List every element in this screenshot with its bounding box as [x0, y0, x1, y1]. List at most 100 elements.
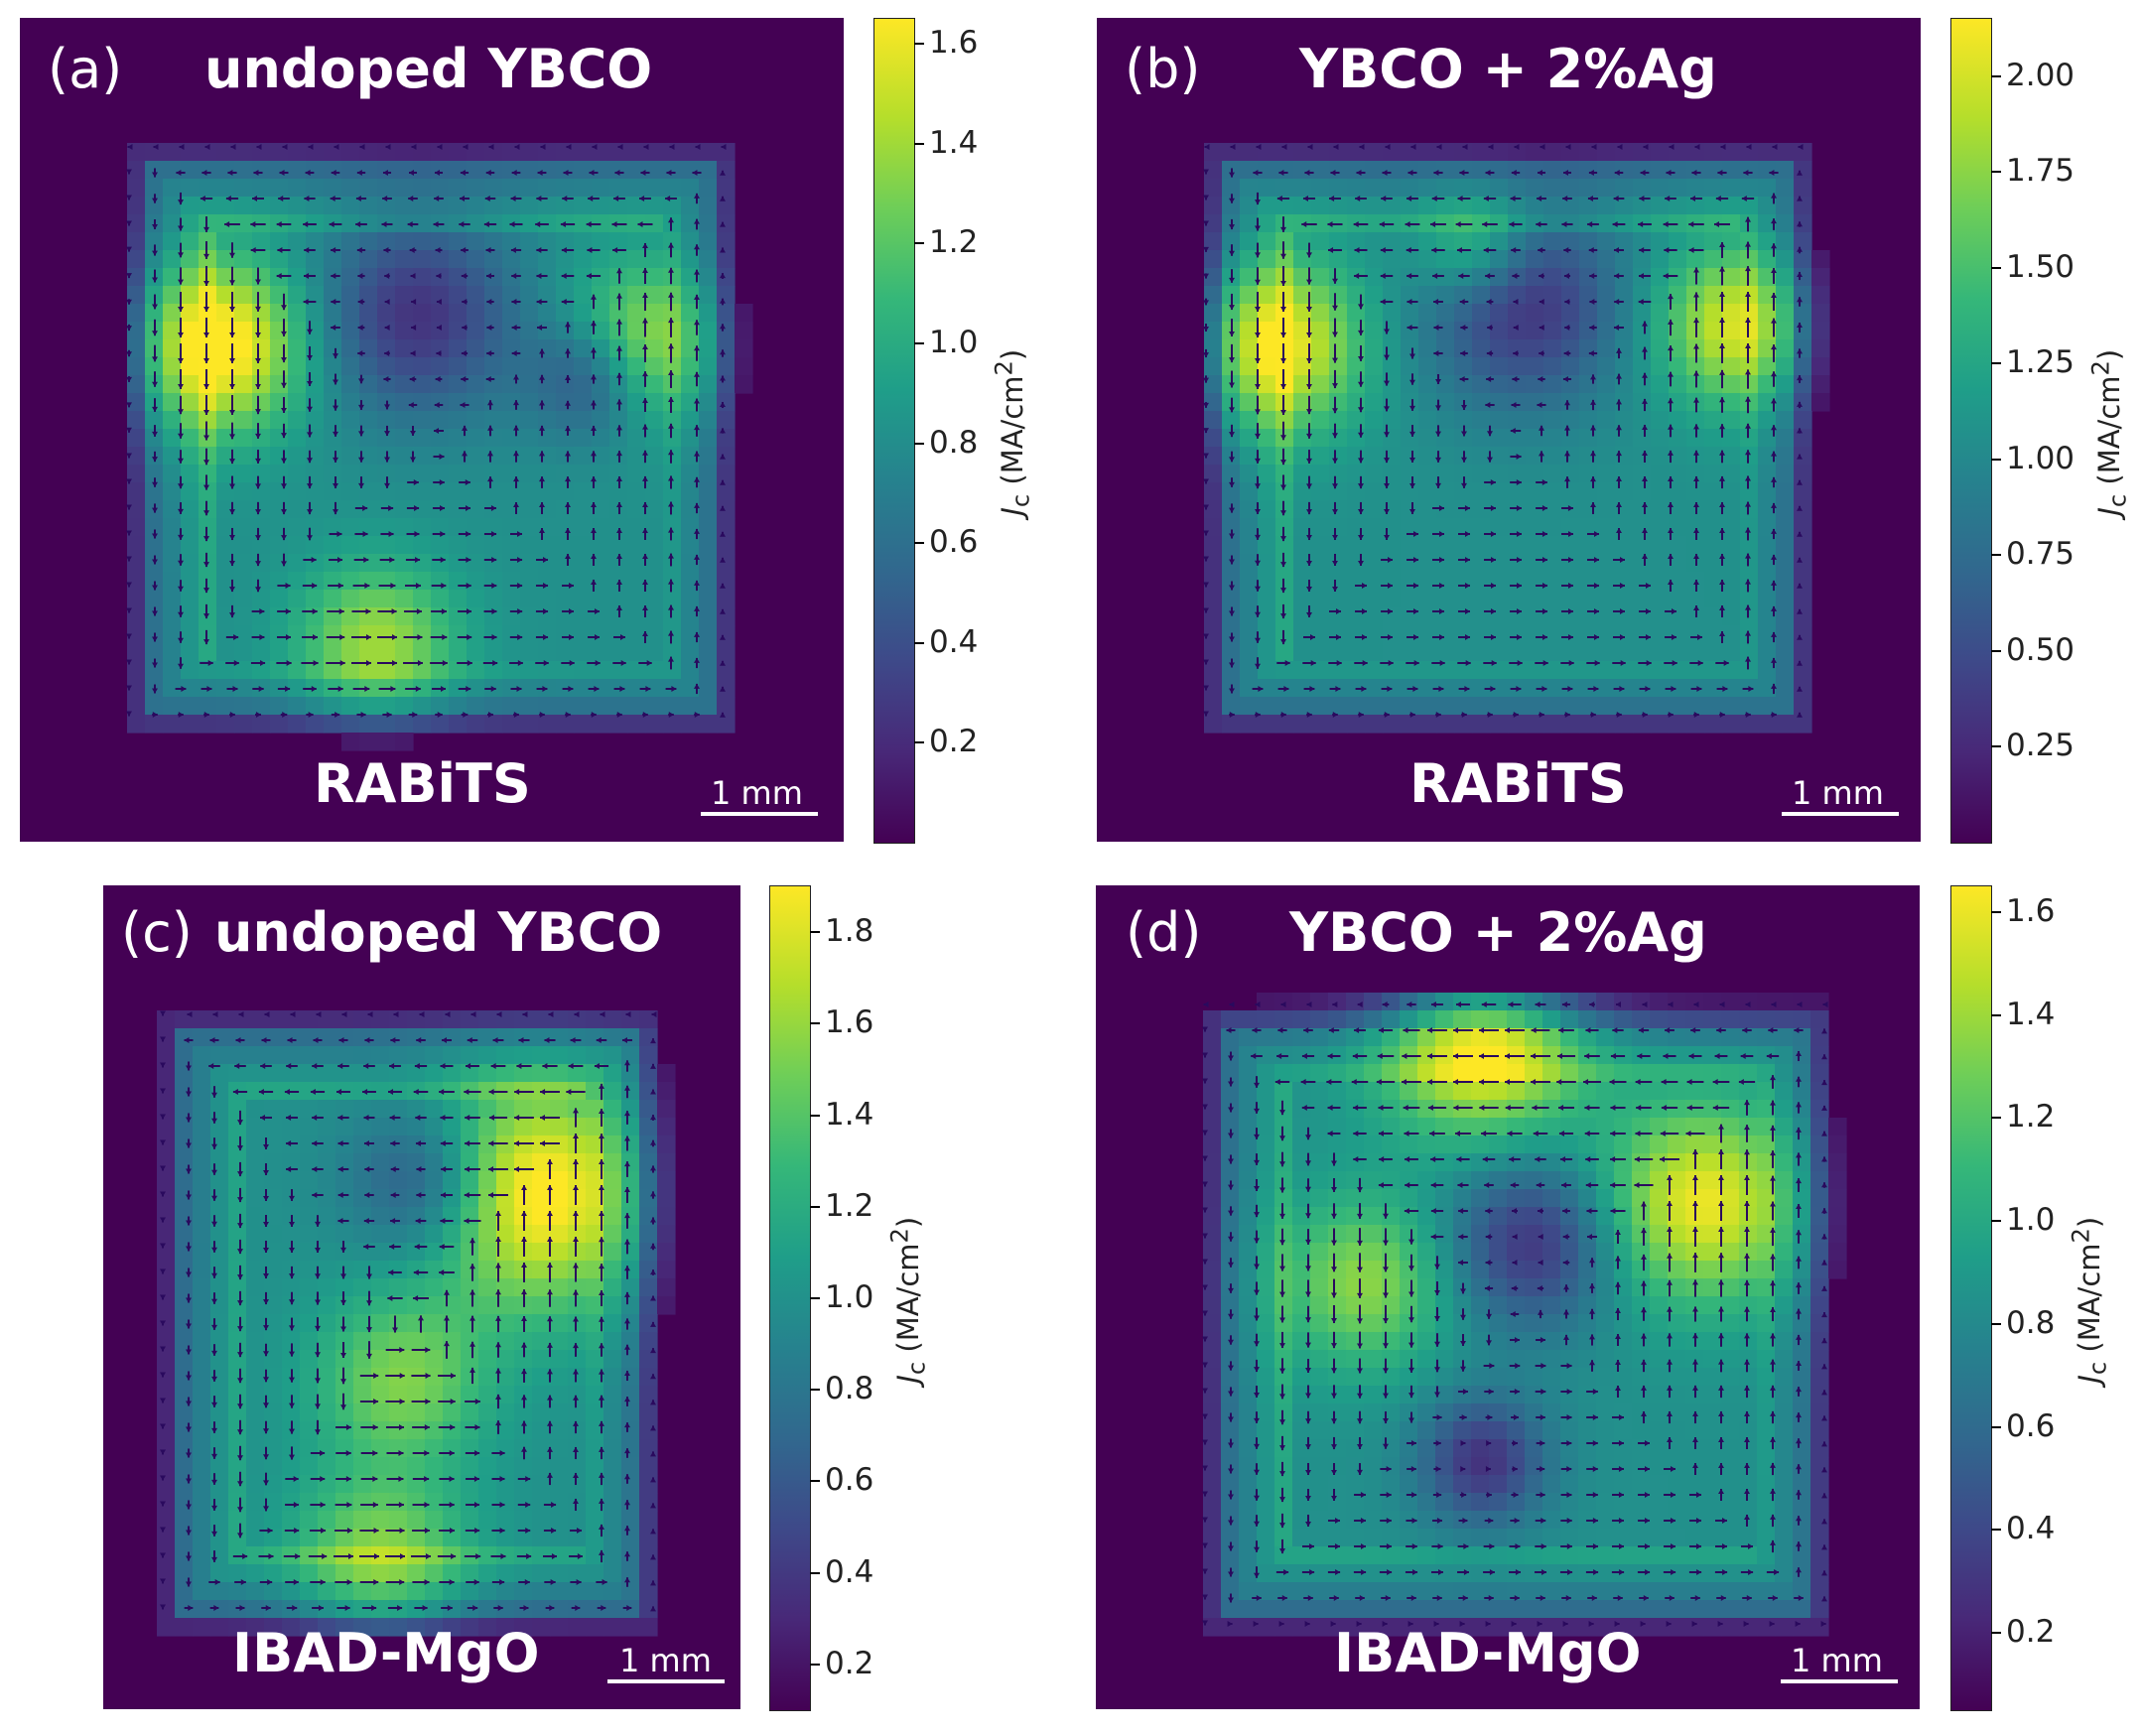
quiver-arrowhead	[1517, 634, 1522, 640]
heatmap-cell	[556, 482, 575, 501]
heatmap-cell	[216, 536, 235, 555]
heatmap-cell	[359, 715, 378, 734]
heatmap-cell	[645, 179, 664, 198]
quiver-arrowhead	[152, 277, 158, 283]
quiver-arrowhead	[1306, 252, 1312, 258]
quiver-arrowhead	[642, 344, 648, 350]
heatmap-cell	[359, 304, 378, 323]
heatmap-cell	[645, 429, 664, 448]
heatmap-cell	[163, 161, 182, 180]
heatmap-cell	[1740, 607, 1759, 626]
heatmap-cell	[1204, 357, 1223, 376]
heatmap-cell	[1365, 697, 1384, 716]
heatmap-cell	[431, 429, 450, 448]
heatmap-cell	[556, 500, 575, 519]
heatmap-cell	[157, 1046, 176, 1065]
heatmap-cell	[574, 232, 593, 251]
heatmap-cell	[1794, 411, 1812, 430]
heatmap-cell	[318, 1171, 336, 1190]
heatmap-cell	[1686, 643, 1705, 662]
heatmap-cell	[1472, 304, 1491, 323]
heatmap-cell	[1418, 232, 1437, 251]
heatmap-cell	[1579, 554, 1598, 573]
heatmap-cell	[592, 375, 610, 394]
heatmap-cell	[1436, 697, 1455, 716]
quiver-arrowhead	[1229, 305, 1235, 311]
heatmap-cell	[228, 1278, 247, 1297]
heatmap-cell	[449, 447, 468, 466]
heatmap-cell	[621, 1296, 640, 1315]
quiver-arrowhead	[259, 634, 265, 640]
heatmap-cell	[1240, 715, 1259, 734]
heatmap-cell	[1490, 661, 1509, 680]
quiver-arrowhead	[126, 402, 132, 408]
heatmap-cell	[252, 268, 271, 287]
quiver-arrowhead	[281, 382, 287, 388]
heatmap-cell	[627, 661, 646, 680]
heatmap-cell	[1472, 679, 1491, 698]
heatmap-cell	[300, 1243, 319, 1262]
heatmap-cell	[1508, 143, 1527, 162]
heatmap-cell	[1418, 607, 1437, 626]
heatmap-cell	[1704, 268, 1723, 287]
heatmap-cell	[1436, 465, 1455, 483]
heatmap-cell	[1418, 590, 1437, 608]
heatmap-cell	[1311, 357, 1330, 376]
quiver-arrowhead	[486, 350, 492, 356]
quiver-arrowhead	[1204, 144, 1210, 150]
quiver-arrowhead	[1229, 382, 1235, 388]
heatmap-cell	[1758, 322, 1777, 340]
heatmap-cell	[717, 232, 736, 251]
heatmap-cell	[1543, 697, 1562, 716]
quiver-arrowhead	[1229, 198, 1235, 203]
heatmap-cell	[1311, 322, 1330, 340]
quiver-arrowhead	[1797, 196, 1803, 201]
heatmap-cell	[228, 1261, 247, 1279]
heatmap-cell	[1204, 393, 1223, 412]
heatmap-cell	[1633, 482, 1652, 501]
heatmap-cell	[1401, 482, 1419, 501]
heatmap-cell	[520, 268, 539, 287]
heatmap-cell	[568, 1010, 587, 1029]
quiver-arrowhead	[720, 608, 726, 614]
heatmap-cell	[335, 1225, 354, 1244]
heatmap-cell	[1293, 411, 1312, 430]
quiver-arrowhead	[1616, 528, 1622, 534]
quiver-arrowhead	[1771, 712, 1777, 718]
heatmap-cell	[300, 1118, 319, 1136]
heatmap-cell	[1543, 661, 1562, 680]
quiver-arrowhead	[1514, 144, 1520, 150]
heatmap-cell	[341, 268, 360, 287]
quiver-arrowhead	[1513, 350, 1519, 356]
heatmap-cell	[163, 197, 182, 215]
heatmap-cell	[1365, 500, 1384, 519]
heatmap-cell	[603, 1100, 622, 1119]
quiver-arrowhead	[460, 402, 466, 408]
heatmap-cell	[413, 572, 432, 591]
heatmap-cell	[163, 590, 182, 608]
heatmap-cell	[1669, 304, 1687, 323]
quiver-arrowhead	[1358, 535, 1364, 541]
heatmap-cell	[1418, 447, 1437, 466]
quiver-arrowhead	[255, 509, 261, 515]
quiver-arrowhead	[539, 348, 545, 354]
heatmap-cell	[1758, 500, 1777, 519]
heatmap-cell	[395, 482, 414, 501]
heatmap-cell	[216, 607, 235, 626]
heatmap-cell	[1722, 375, 1741, 394]
heatmap-cell	[395, 607, 414, 626]
heatmap-cell	[181, 697, 200, 716]
quiver-arrowhead	[1620, 634, 1625, 640]
quiver-arrowhead	[409, 376, 415, 382]
quiver-arrowhead	[1327, 221, 1333, 227]
heatmap-cell	[699, 715, 718, 734]
heatmap-cell	[413, 179, 432, 198]
heatmap-cell	[1436, 572, 1455, 591]
quiver-arrowhead	[1255, 333, 1261, 337]
quiver-arrowhead	[1645, 583, 1651, 589]
heatmap-cell	[335, 1207, 354, 1226]
heatmap-cell	[1704, 447, 1723, 466]
heatmap-cell	[1311, 161, 1330, 180]
heatmap-cell	[193, 1064, 211, 1083]
quiver-arrowhead	[461, 273, 467, 279]
